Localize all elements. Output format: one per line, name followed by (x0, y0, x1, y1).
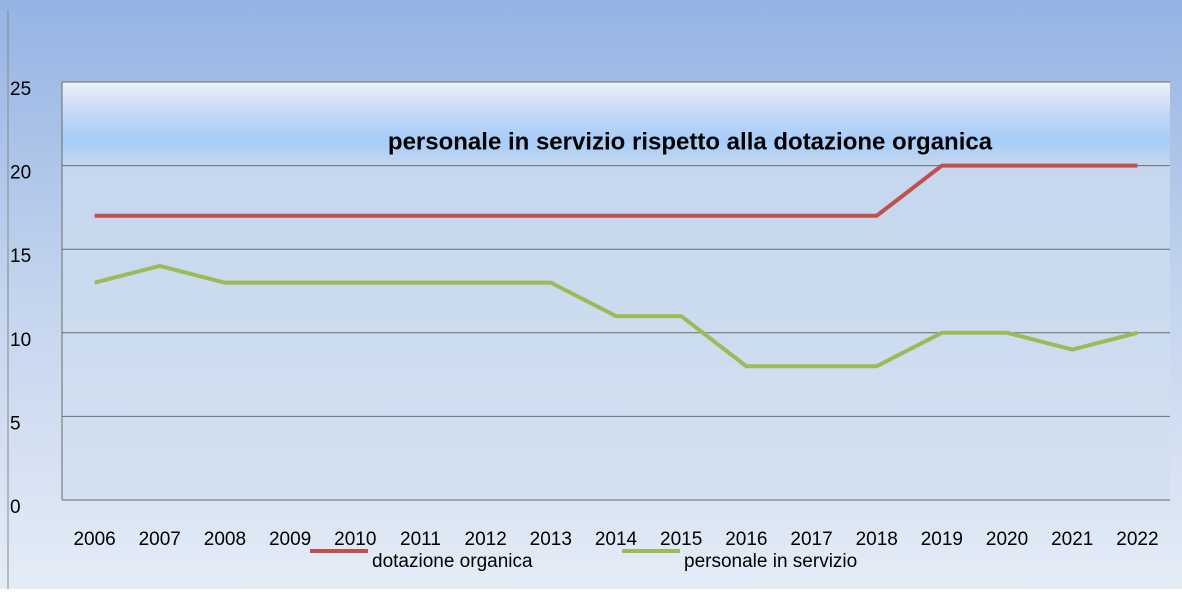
x-tick-label: 2015 (660, 529, 702, 550)
x-tick-label: 2022 (1116, 529, 1158, 550)
y-tick-label: 15 (10, 246, 31, 267)
line-series (94, 263, 1138, 369)
line-series (94, 163, 1138, 218)
x-tick-label: 2013 (530, 529, 572, 550)
x-tick-label: 2009 (269, 529, 311, 550)
x-tick-label: 2011 (400, 529, 441, 550)
x-tick-label: 2014 (595, 529, 638, 550)
x-tick-label: 2020 (986, 529, 1028, 550)
y-tick-label: 5 (10, 413, 21, 434)
legend-label: dotazione organica (372, 551, 533, 572)
y-tick-label: 10 (10, 330, 31, 351)
x-tick-label: 2006 (73, 529, 115, 550)
legend-label: personale in servizio (684, 551, 857, 572)
plot-area (62, 82, 1170, 500)
y-tick-label: 20 (10, 163, 31, 184)
x-tick-label: 2010 (334, 529, 376, 550)
chart-title: personale in servizio rispetto alla dota… (388, 128, 993, 155)
y-tick-label: 25 (10, 79, 31, 100)
x-tick-label: 2016 (725, 529, 767, 550)
x-tick-label: 2012 (465, 529, 507, 550)
x-tick-label: 2021 (1051, 529, 1093, 550)
x-tick-label: 2019 (921, 529, 963, 550)
x-tick-label: 2017 (790, 529, 832, 550)
x-tick-label: 2007 (139, 529, 181, 550)
y-tick-label: 0 (10, 497, 21, 518)
x-tick-label: 2018 (856, 529, 898, 550)
x-tick-label: 2008 (204, 529, 246, 550)
